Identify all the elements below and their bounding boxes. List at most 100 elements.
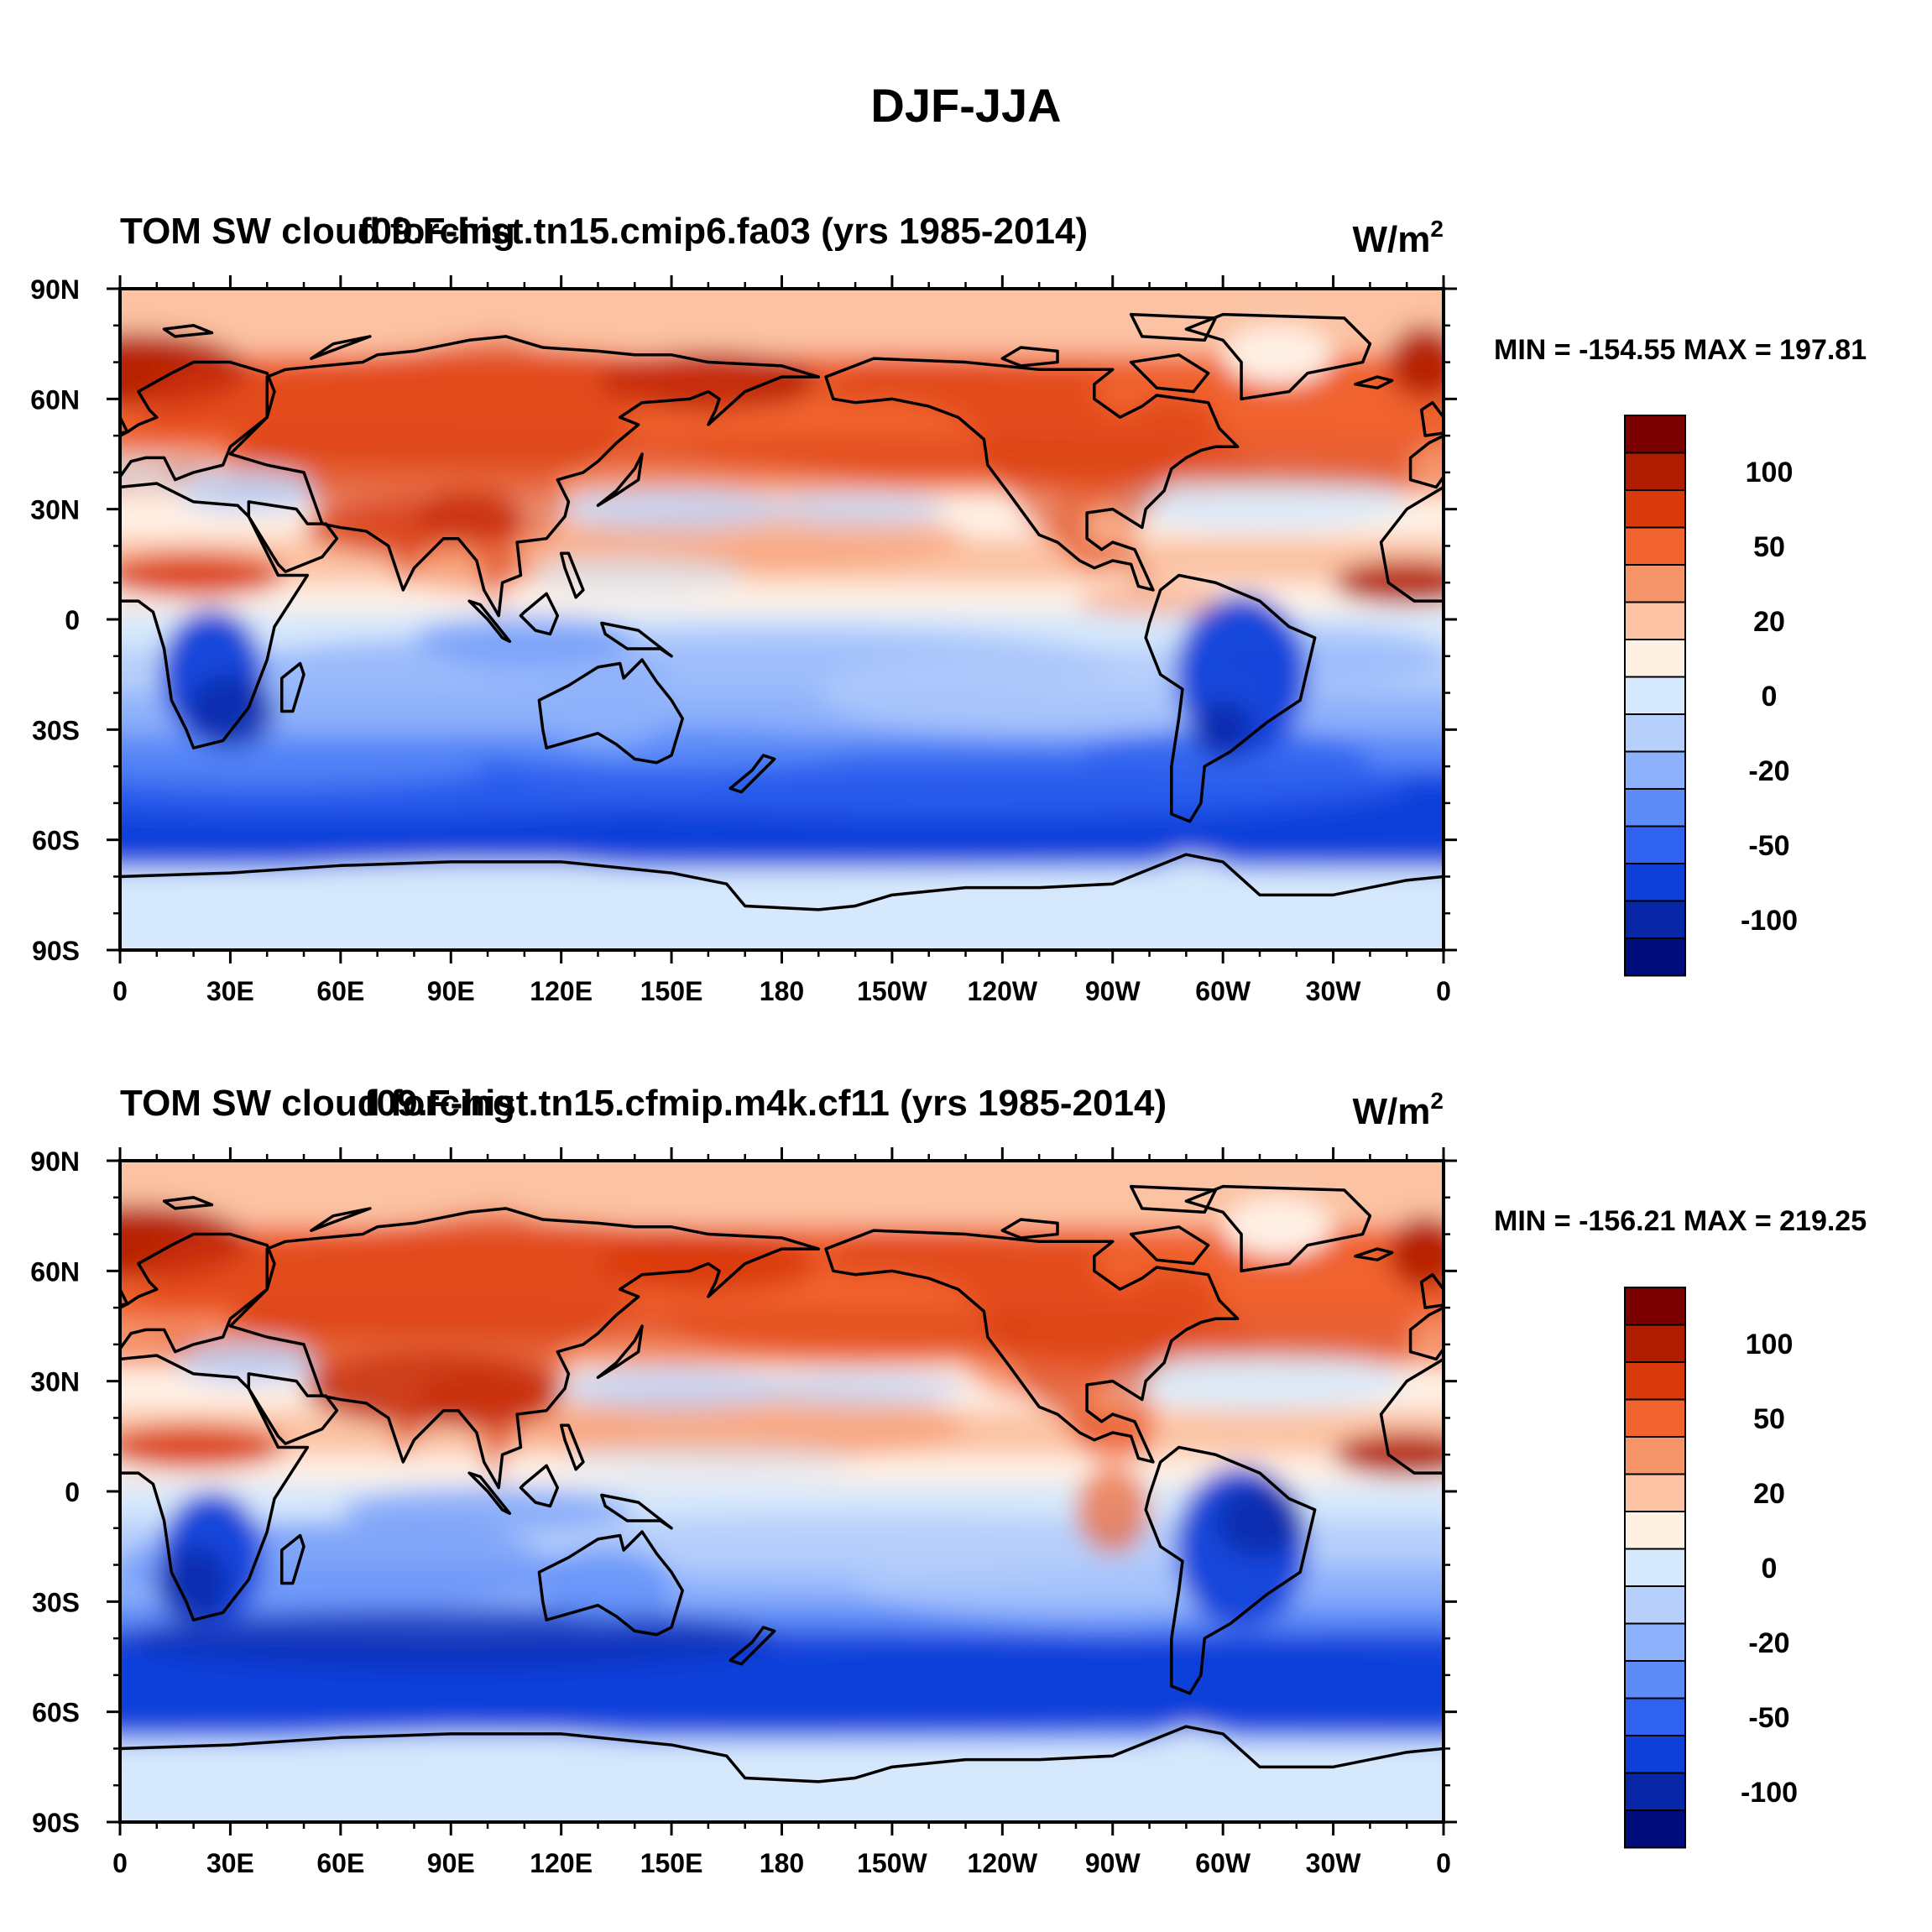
coastline-arabia bbox=[247, 500, 339, 573]
colorbar: 100 50 20 0 -20 -50 -100 bbox=[1624, 1287, 1798, 1849]
colorbar-box bbox=[1624, 526, 1686, 566]
colorbar-label: 0 bbox=[1762, 681, 1778, 713]
colorbar-box bbox=[1624, 825, 1686, 864]
colorbar-box bbox=[1624, 676, 1686, 715]
x-tick-label: 120W bbox=[968, 1848, 1038, 1878]
contour-blob bbox=[1215, 1484, 1304, 1558]
coastline-asia bbox=[228, 335, 821, 618]
min-max-stats: MIN = -154.55 MAX = 197.81 bbox=[1494, 334, 1867, 366]
panel-title-center: f09.F-hist.tn15.cfmip.m4k.cf11 (yrs 1985… bbox=[364, 1083, 1167, 1124]
y-tick-label: 60S bbox=[32, 1698, 80, 1728]
y-tick-label: 30N bbox=[30, 495, 80, 525]
contour-blob bbox=[1388, 1215, 1444, 1290]
x-tick-label: 180 bbox=[760, 1848, 804, 1878]
coastline-britain bbox=[1419, 1272, 1444, 1309]
x-tick-label: 60E bbox=[316, 976, 364, 1006]
colorbar-box bbox=[1624, 564, 1686, 603]
coastline-newzealand bbox=[728, 1626, 776, 1666]
colorbar-box bbox=[1624, 1548, 1686, 1587]
colorbar-label: -50 bbox=[1748, 830, 1789, 862]
contour-blob bbox=[763, 490, 948, 528]
coastline-japan bbox=[596, 1324, 644, 1380]
land-tint bbox=[120, 1726, 1444, 1822]
land-tint bbox=[826, 358, 1238, 590]
x-tick-label: 90E bbox=[427, 1848, 475, 1878]
colorbar-box bbox=[1624, 1809, 1686, 1849]
colorbar-box bbox=[1624, 1697, 1686, 1736]
coastline-britain bbox=[120, 415, 129, 435]
contour-band bbox=[120, 289, 1444, 363]
colorbar-box bbox=[1624, 788, 1686, 828]
colorbar-box bbox=[1624, 601, 1686, 640]
colorbar-box bbox=[1624, 1398, 1686, 1438]
colorbar-box bbox=[1624, 415, 1686, 454]
coastlines bbox=[120, 1184, 1444, 1822]
coastline-australia bbox=[537, 658, 684, 765]
coastline-antarctica bbox=[120, 1725, 1444, 1822]
coastline-australia bbox=[537, 1530, 684, 1637]
coastline-samerica bbox=[1144, 1445, 1317, 1695]
x-tick-label: 150W bbox=[857, 976, 927, 1006]
contour-blob bbox=[1193, 700, 1253, 760]
coastline-borneo bbox=[519, 1464, 560, 1508]
x-tick-label: 60E bbox=[316, 1848, 364, 1878]
contour-blob bbox=[340, 1487, 635, 1533]
map-panel-top: TOM SW cloud forcing f09.F-hist.tn15.cmi… bbox=[30, 211, 1867, 1006]
y-tick-label: 60N bbox=[30, 384, 80, 415]
colorbar-box bbox=[1624, 1361, 1686, 1401]
x-tick-label: 120W bbox=[968, 976, 1038, 1006]
coastline-ellesmere bbox=[1129, 312, 1218, 342]
coastline-iceland bbox=[1354, 1247, 1394, 1261]
x-tick-label: 150W bbox=[857, 1848, 927, 1878]
colorbar-label: 50 bbox=[1753, 531, 1785, 563]
contour-blob bbox=[1333, 560, 1444, 605]
axes: 0 30E 60E 90E 120E 150E 180 150W 120W 90W 60W 30W 0 9… bbox=[30, 1146, 1457, 1878]
coastline-europe bbox=[120, 360, 276, 482]
x-tick-label: 180 bbox=[760, 976, 804, 1006]
coastlines bbox=[120, 312, 1444, 950]
colorbar-box bbox=[1624, 1473, 1686, 1512]
coastline-baffin bbox=[1129, 1225, 1210, 1266]
coastline-ellesmere bbox=[1129, 1184, 1218, 1214]
coastline-philippines bbox=[559, 1423, 585, 1471]
coastline-greenland bbox=[1184, 1184, 1372, 1273]
coastline-antarctica bbox=[120, 853, 1444, 950]
contour-blob bbox=[1223, 1197, 1334, 1256]
contour-blob bbox=[708, 1631, 1444, 1734]
coastline-newzealand bbox=[728, 754, 776, 794]
coastline-samerica bbox=[1144, 573, 1317, 823]
contour-blob bbox=[185, 674, 274, 749]
x-tick-label: 0 bbox=[1436, 976, 1451, 1006]
coastline-japan bbox=[596, 452, 644, 508]
coastline-victoria bbox=[1000, 346, 1059, 368]
panel-title-center: f09.F-hist.tn15.cmip6.fa03 (yrs 1985-201… bbox=[359, 211, 1088, 252]
x-tick-label: 90W bbox=[1085, 976, 1141, 1006]
colorbar-box bbox=[1624, 937, 1686, 977]
coastline-svalbard bbox=[162, 324, 214, 338]
coastline-madagascar bbox=[279, 1533, 305, 1585]
coastline-newguinea bbox=[600, 1493, 673, 1530]
contour-blob bbox=[1075, 586, 1224, 616]
coastline-victoria bbox=[1000, 1218, 1059, 1240]
contour-blob bbox=[524, 553, 745, 598]
y-tick-label: 60S bbox=[32, 826, 80, 856]
land-tint bbox=[826, 1230, 1238, 1462]
axes: 0 30E 60E 90E 120E 150E 180 150W 120W 90W 60W 30W 0 9… bbox=[30, 274, 1457, 1006]
colorbar-box bbox=[1624, 713, 1686, 753]
coastline-africa bbox=[120, 1354, 310, 1621]
contour-blob bbox=[120, 1609, 782, 1668]
colorbar-label: 50 bbox=[1753, 1403, 1785, 1435]
contour-blob bbox=[1333, 1432, 1444, 1477]
contour-blob bbox=[1112, 1351, 1407, 1411]
colorbar-box bbox=[1624, 489, 1686, 529]
x-tick-label: 150E bbox=[640, 1848, 703, 1878]
colorbar-label: -50 bbox=[1748, 1702, 1789, 1734]
coastline-europe bbox=[120, 1232, 276, 1354]
colorbar-label: -100 bbox=[1741, 905, 1798, 937]
contour-band bbox=[120, 1161, 1444, 1235]
contour-blob bbox=[156, 1546, 231, 1621]
contour-blob bbox=[561, 1366, 782, 1411]
contour-blob bbox=[175, 1340, 322, 1386]
coastline-baffin bbox=[1129, 353, 1210, 394]
